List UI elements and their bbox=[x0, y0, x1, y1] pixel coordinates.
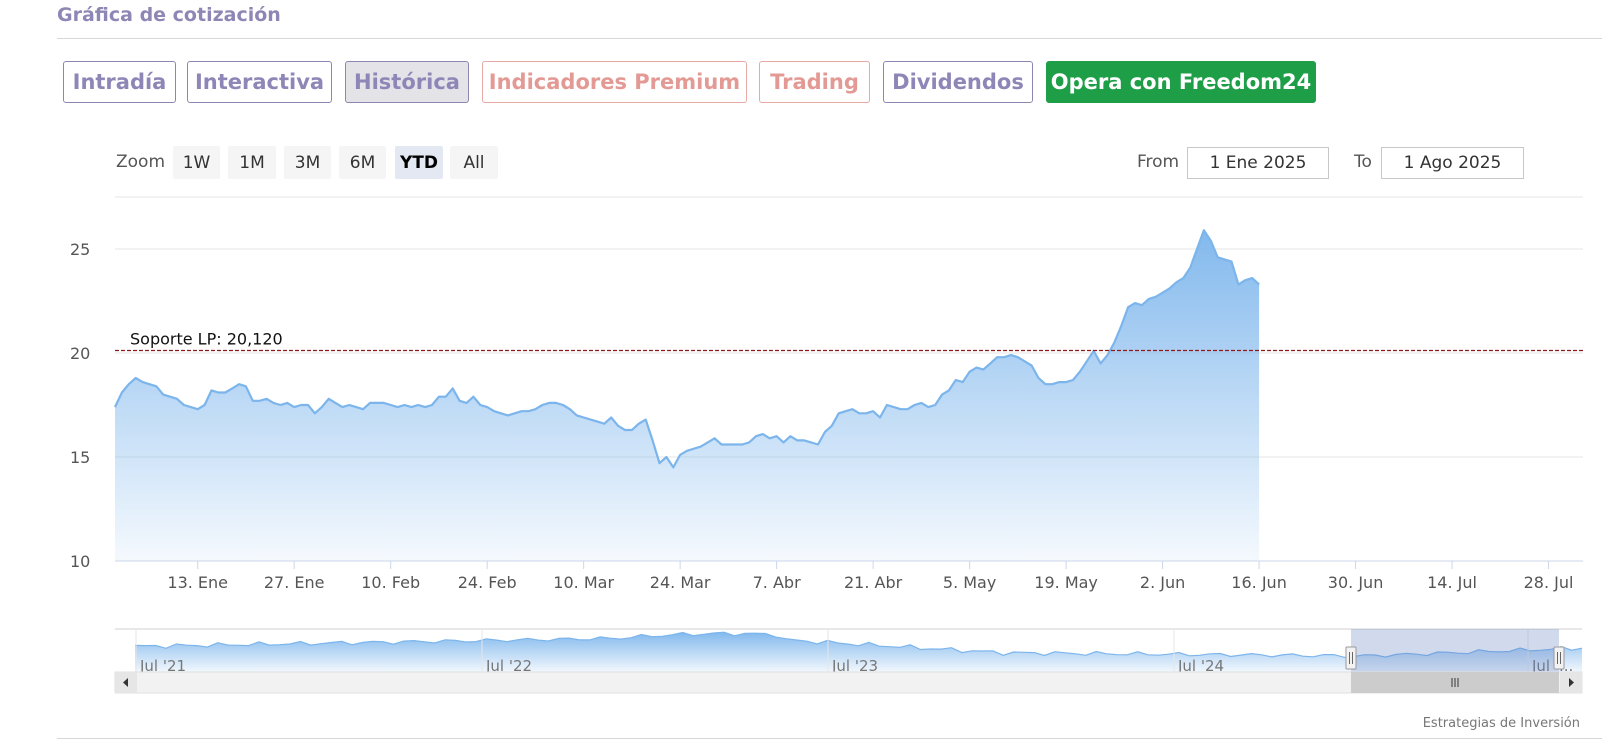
x-tick-label: 27. Ene bbox=[264, 573, 325, 592]
zoom-label: Zoom bbox=[116, 152, 166, 172]
plot-area: 10 15 20 25 Soporte LP: 20,120 13. Ene 27. Ene… bbox=[70, 196, 1583, 592]
x-tick-label: 2. Jun bbox=[1140, 573, 1185, 592]
zoom-1w-button[interactable]: 1W bbox=[173, 146, 220, 179]
x-tick-label: 30. Jun bbox=[1328, 573, 1384, 592]
x-tick-label: 5. May bbox=[943, 573, 996, 592]
x-tick-label: 7. Abr bbox=[753, 573, 801, 592]
chevron-right-icon bbox=[1569, 678, 1574, 687]
zoom-1m-button[interactable]: 1M bbox=[228, 146, 276, 179]
from-date-input[interactable]: 1 Ene 2025 bbox=[1187, 147, 1329, 179]
bottom-divider bbox=[57, 738, 1602, 739]
x-tick-label: 19. May bbox=[1034, 573, 1098, 592]
navigator-handle-left[interactable] bbox=[1345, 646, 1357, 670]
x-tick-label: 28. Jul bbox=[1524, 573, 1574, 592]
navigator-handle-right[interactable] bbox=[1553, 646, 1565, 670]
zoom-3m-button[interactable]: 3M bbox=[284, 146, 331, 179]
to-label: To bbox=[1354, 152, 1372, 172]
y-tick-label: 25 bbox=[70, 240, 90, 259]
x-tick-label: 16. Jun bbox=[1231, 573, 1287, 592]
to-date-input[interactable]: 1 Ago 2025 bbox=[1381, 147, 1524, 179]
navigator-area bbox=[135, 632, 1582, 672]
y-tick-label: 20 bbox=[70, 344, 90, 363]
navigator-line bbox=[134, 631, 1583, 658]
tab-interactiva[interactable]: Interactiva bbox=[187, 61, 332, 103]
y-tick-label: 10 bbox=[70, 552, 90, 571]
navigator-selection bbox=[1351, 629, 1559, 673]
tab-indicadores-premium[interactable]: Indicadores Premium bbox=[482, 61, 747, 103]
x-tick-label: 10. Mar bbox=[553, 573, 614, 592]
zoom-all-button[interactable]: All bbox=[450, 146, 498, 179]
chart-credit: Estrategias de Inversión bbox=[1422, 716, 1580, 731]
zoom-6m-button[interactable]: 6M bbox=[339, 146, 386, 179]
support-line-label: Soporte LP: 20,120 bbox=[130, 330, 283, 349]
opera-con-freedom24-button[interactable]: Opera con Freedom24 bbox=[1046, 61, 1316, 103]
from-label: From bbox=[1137, 152, 1180, 172]
tab-dividendos[interactable]: Dividendos bbox=[883, 61, 1033, 103]
price-area bbox=[115, 230, 1260, 562]
tab-historica[interactable]: Histórica bbox=[345, 61, 469, 103]
x-tick-label: 24. Mar bbox=[650, 573, 711, 592]
x-tick-label: 10. Feb bbox=[361, 573, 420, 592]
handle-body bbox=[1553, 646, 1565, 670]
navigator-tick-label: Jul '22 bbox=[485, 657, 532, 675]
zoom-ytd-button[interactable]: YTD bbox=[395, 146, 443, 179]
navigator-tick-label: Jul '21 bbox=[139, 657, 186, 675]
section-divider bbox=[57, 38, 1602, 39]
chevron-left-icon bbox=[123, 678, 128, 687]
section-title: Gráfica de cotización bbox=[57, 4, 281, 26]
scrollbar-thumb[interactable] bbox=[1351, 672, 1559, 693]
x-tick-label: 14. Jul bbox=[1427, 573, 1477, 592]
x-tick-label: 24. Feb bbox=[458, 573, 517, 592]
handle-body bbox=[1345, 646, 1357, 670]
price-line bbox=[114, 229, 1260, 469]
navigator-tick-label: Jul '24 bbox=[1177, 657, 1224, 675]
scroll-right-button[interactable] bbox=[1560, 672, 1582, 693]
navigator-tick-label: Jul '23 bbox=[831, 657, 878, 675]
x-tick-label: 13. Ene bbox=[167, 573, 228, 592]
scroll-left-button[interactable] bbox=[115, 672, 137, 693]
y-tick-label: 15 bbox=[70, 448, 90, 467]
tab-trading[interactable]: Trading bbox=[759, 61, 870, 103]
tab-intradia[interactable]: Intradía bbox=[63, 61, 176, 103]
x-tick-label: 21. Abr bbox=[844, 573, 903, 592]
